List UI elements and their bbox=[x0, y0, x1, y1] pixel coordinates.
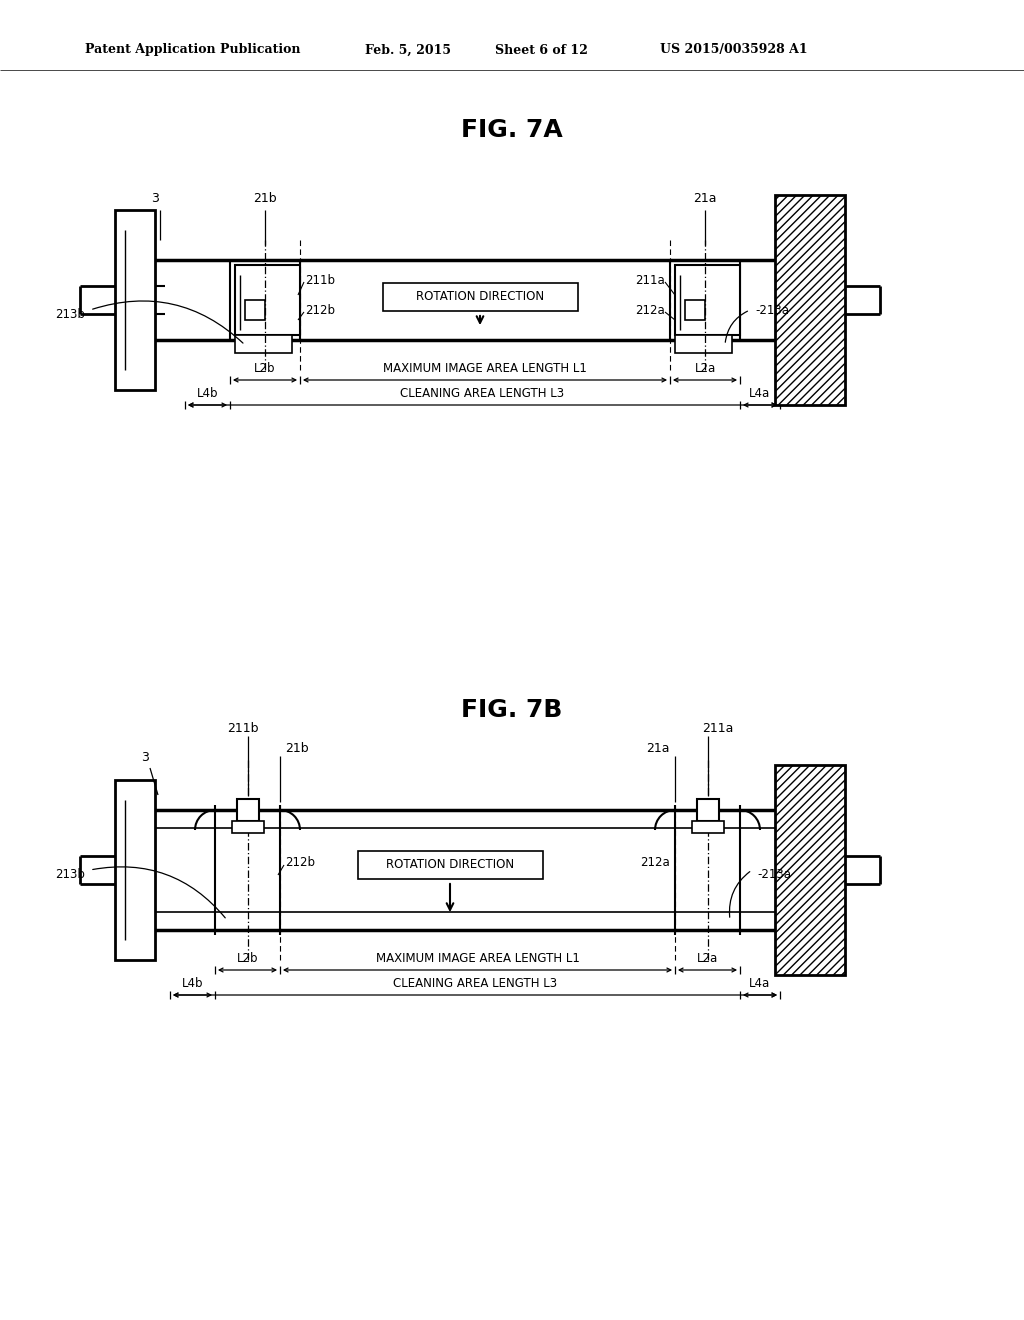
Text: L4a: L4a bbox=[750, 977, 771, 990]
Text: L2a: L2a bbox=[697, 952, 718, 965]
Text: L4b: L4b bbox=[197, 387, 218, 400]
Text: 211a: 211a bbox=[635, 273, 665, 286]
Text: Feb. 5, 2015: Feb. 5, 2015 bbox=[365, 44, 451, 57]
Text: 212a: 212a bbox=[640, 855, 670, 869]
Text: US 2015/0035928 A1: US 2015/0035928 A1 bbox=[660, 44, 808, 57]
Bar bbox=[775, 766, 845, 975]
Text: ROTATION DIRECTION: ROTATION DIRECTION bbox=[416, 290, 544, 304]
Text: Patent Application Publication: Patent Application Publication bbox=[85, 44, 300, 57]
Text: Sheet 6 of 12: Sheet 6 of 12 bbox=[495, 44, 588, 57]
Text: 213b: 213b bbox=[55, 309, 85, 322]
Text: L4a: L4a bbox=[750, 387, 771, 400]
Bar bbox=[691, 821, 724, 833]
Bar bbox=[237, 799, 258, 821]
Bar bbox=[245, 300, 265, 319]
Text: 3: 3 bbox=[152, 191, 159, 205]
Bar bbox=[234, 265, 300, 335]
Bar bbox=[234, 335, 292, 352]
Bar bbox=[685, 300, 705, 319]
Bar bbox=[383, 282, 578, 312]
Text: MAXIMUM IMAGE AREA LENGTH L1: MAXIMUM IMAGE AREA LENGTH L1 bbox=[383, 362, 587, 375]
Bar bbox=[358, 851, 543, 879]
Text: FIG. 7B: FIG. 7B bbox=[462, 698, 562, 722]
Text: MAXIMUM IMAGE AREA LENGTH L1: MAXIMUM IMAGE AREA LENGTH L1 bbox=[376, 952, 580, 965]
Text: 213b: 213b bbox=[55, 869, 85, 882]
Text: 212b: 212b bbox=[305, 304, 335, 317]
Text: L2b: L2b bbox=[254, 362, 275, 375]
Text: L2a: L2a bbox=[694, 362, 716, 375]
Text: CLEANING AREA LENGTH L3: CLEANING AREA LENGTH L3 bbox=[393, 977, 557, 990]
Text: -213a: -213a bbox=[757, 869, 791, 882]
Text: L4b: L4b bbox=[181, 977, 203, 990]
Text: 21b: 21b bbox=[285, 742, 308, 755]
Text: L2b: L2b bbox=[237, 952, 258, 965]
Bar bbox=[675, 335, 732, 352]
Bar bbox=[115, 780, 155, 960]
Text: 211b: 211b bbox=[226, 722, 258, 735]
Bar bbox=[115, 210, 155, 389]
Bar bbox=[231, 821, 263, 833]
Text: 211a: 211a bbox=[701, 722, 733, 735]
Bar bbox=[775, 195, 845, 405]
Text: 212b: 212b bbox=[285, 855, 315, 869]
Text: 21a: 21a bbox=[693, 191, 717, 205]
Text: -213a: -213a bbox=[755, 304, 790, 317]
Bar bbox=[675, 265, 740, 335]
Text: 212a: 212a bbox=[635, 304, 665, 317]
Bar bbox=[696, 799, 719, 821]
Text: 21b: 21b bbox=[253, 191, 276, 205]
Text: 3: 3 bbox=[141, 751, 148, 764]
Text: CLEANING AREA LENGTH L3: CLEANING AREA LENGTH L3 bbox=[400, 387, 564, 400]
Text: FIG. 7A: FIG. 7A bbox=[461, 117, 563, 143]
Text: ROTATION DIRECTION: ROTATION DIRECTION bbox=[386, 858, 514, 871]
Text: 21a: 21a bbox=[646, 742, 670, 755]
Text: 211b: 211b bbox=[305, 273, 335, 286]
